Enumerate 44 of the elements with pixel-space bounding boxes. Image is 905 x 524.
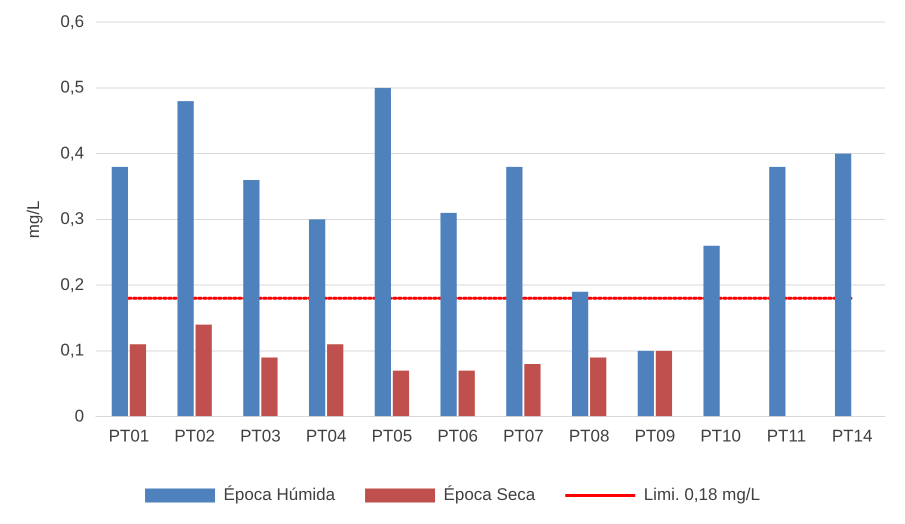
bar [130,344,146,416]
bar [112,166,128,416]
bar [308,219,326,416]
x-tick-label: PT02 [174,426,215,446]
y-tick-label: 0,2 [60,274,84,294]
x-tick-label: PT03 [240,426,281,446]
bar [524,364,541,416]
bar [458,370,475,416]
bar [834,154,852,416]
y-axis-title: mg/L [24,200,43,238]
bar [656,350,672,416]
x-tick-label: PT11 [766,426,806,446]
bar [572,292,588,416]
bar [243,180,260,416]
y-tick-label: 0,5 [60,78,84,97]
y-tick-label: 0,1 [60,340,84,360]
y-tick-label: 0,3 [60,209,84,228]
y-tick-label: 0,4 [60,143,84,162]
x-tick-label: PT05 [372,426,412,446]
bar [440,212,457,416]
legend-label: Época Húmida [224,485,336,504]
legend-label: Época Seca [444,485,536,504]
bar [506,166,522,416]
y-tick-label: 0 [74,406,84,426]
bar [177,101,194,416]
x-tick-label: PT14 [832,426,872,446]
x-tick-label: PT06 [437,426,478,446]
x-tick-label: PT07 [503,426,544,446]
bar [769,166,786,416]
y-tick-label: 0,6 [60,12,84,31]
bar [703,246,720,416]
bar [196,324,212,416]
bar [590,357,606,416]
bar [261,357,278,416]
x-tick-label: PT08 [568,426,610,446]
legend-label: Limi. 0,18 mg/L [644,485,760,504]
x-tick-label: PT09 [634,426,676,446]
bar [392,370,410,416]
x-tick-label: PT10 [700,426,741,446]
x-tick-label: PT04 [306,426,346,446]
bar [374,88,391,416]
x-tick-label: PT01 [108,426,150,446]
bar [638,350,654,416]
bar [327,344,344,416]
